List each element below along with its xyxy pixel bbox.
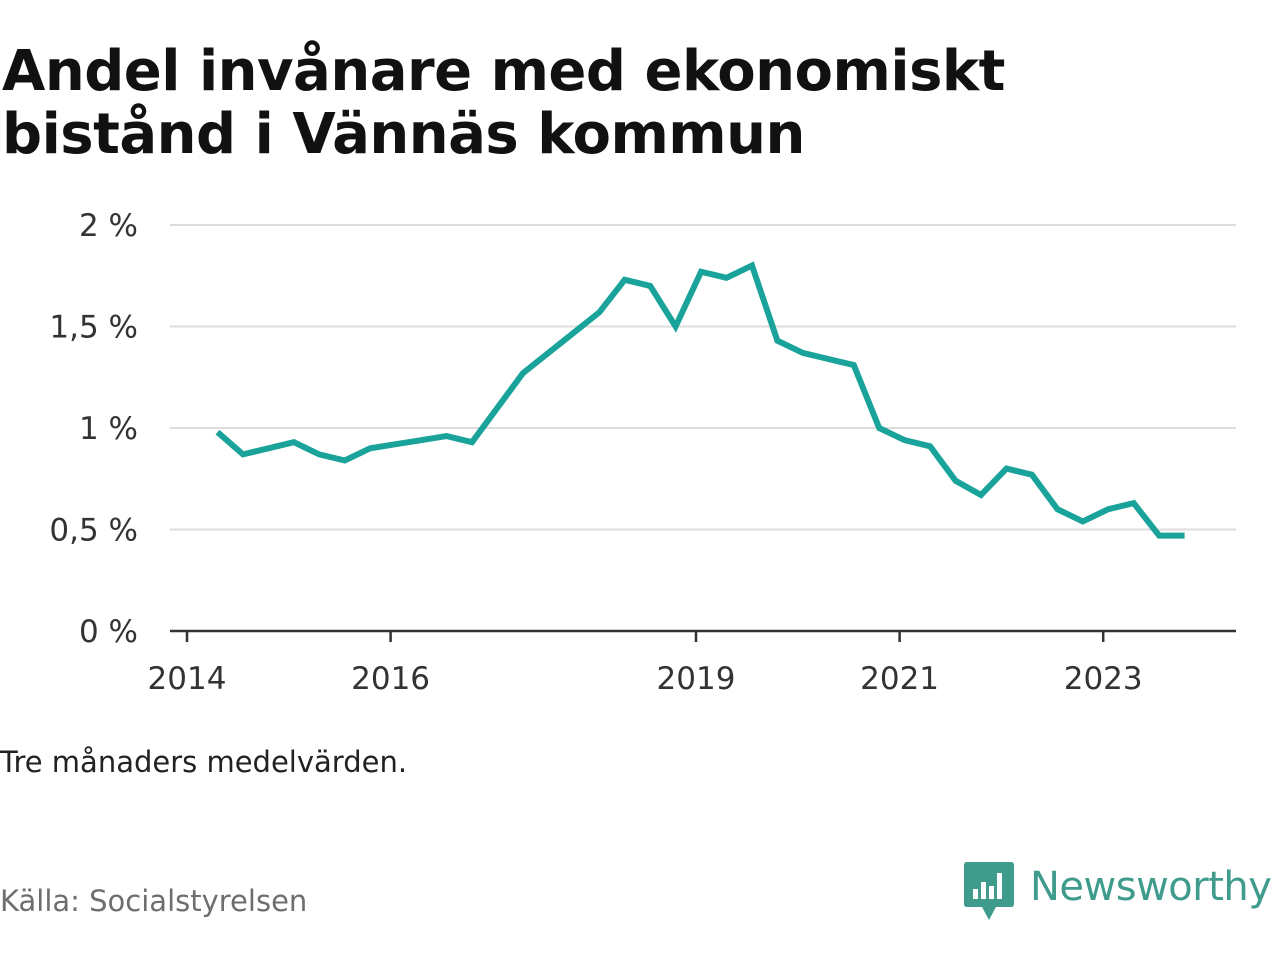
x-tick-label: 2014	[148, 661, 227, 697]
chart-title: Andel invånare med ekonomiskt bistånd i …	[2, 39, 1005, 167]
newsworthy-logo-icon	[964, 862, 1014, 920]
x-tick-label: 2016	[351, 661, 430, 697]
gridlines	[170, 224, 1236, 531]
series-line-group	[215, 261, 1185, 539]
brand-name: Newsworthy	[1030, 864, 1272, 910]
x-tick-label: 2019	[657, 661, 736, 697]
y-tick-label: 1,5 %	[49, 310, 138, 346]
line-chart: 0 % 0,5 % 1 % 1,5 % 2 % 2014 2016 2019 2021 2023	[49, 208, 1236, 697]
y-tick-label: 1 %	[79, 411, 138, 447]
x-axis: 2014 2016 2019 2021 2023	[148, 629, 1236, 697]
y-axis-tick-labels: 0 % 0,5 % 1 % 1,5 % 2 %	[49, 208, 138, 650]
chart-note: Tre månaders medelvärden.	[0, 745, 408, 779]
series-line	[215, 261, 1185, 539]
x-tick-label: 2021	[860, 661, 939, 697]
y-tick-label: 0,5 %	[49, 513, 138, 549]
brand-logo: Newsworthy	[964, 862, 1272, 924]
x-tick-label: 2023	[1064, 661, 1143, 697]
y-tick-label: 2 %	[79, 208, 138, 244]
y-tick-label: 0 %	[79, 614, 138, 650]
source-label: Källa: Socialstyrelsen	[0, 884, 308, 918]
